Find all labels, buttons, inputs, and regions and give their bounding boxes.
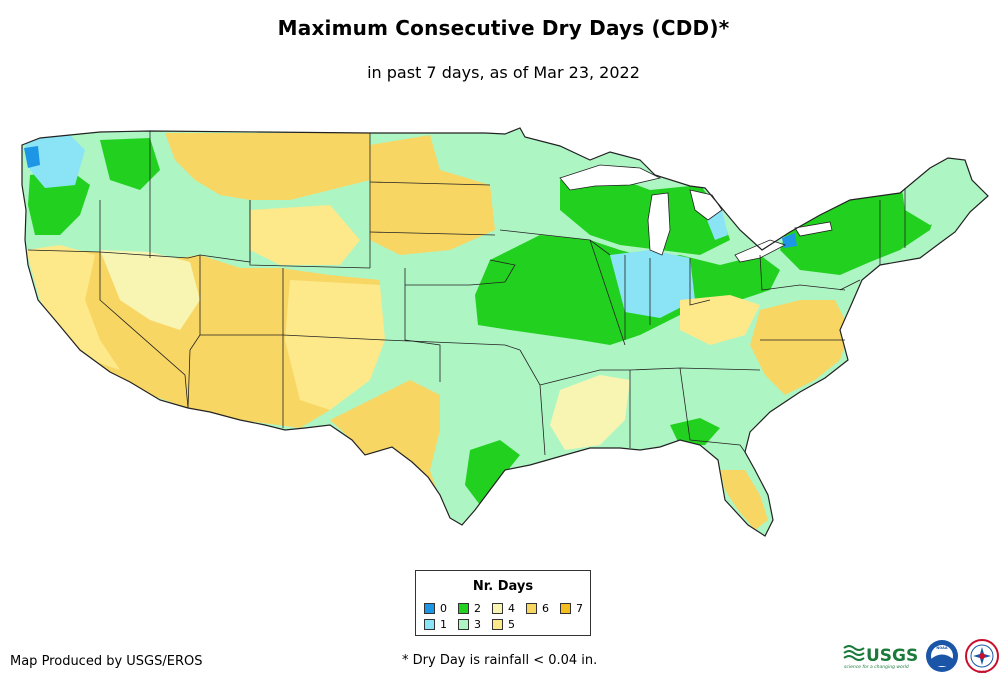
map-title: Maximum Consecutive Dry Days (CDD)* <box>277 16 730 40</box>
dry-day-note: * Dry Day is rainfall < 0.04 in. <box>402 653 598 668</box>
legend-swatch-3 <box>458 619 469 630</box>
legend-swatch-7 <box>560 603 571 614</box>
legend-item-3: 3 <box>458 618 481 631</box>
legend-label-5: 5 <box>508 618 515 631</box>
legend-label-1: 1 <box>440 618 447 631</box>
region-indiana-1day <box>610 250 695 318</box>
map-subtitle: in past 7 days, as of Mar 23, 2022 <box>367 63 640 82</box>
legend-label-3: 3 <box>474 618 481 631</box>
state-borders <box>27 131 906 456</box>
region-dakotas-6days <box>370 135 495 255</box>
noaa-logo: NOAA <box>926 640 958 672</box>
legend-label-6: 6 <box>542 602 549 615</box>
lake-superior <box>559 164 662 191</box>
region-olympic-0days <box>24 146 40 168</box>
nws-label: NWS <box>977 670 987 674</box>
legend-item-6: 6 <box>526 602 549 615</box>
lake-erie <box>734 239 787 263</box>
region-carolinas-6days <box>750 300 850 395</box>
lake-huron <box>689 189 723 221</box>
region-florida-6days <box>720 470 768 530</box>
legend-item-4: 4 <box>492 602 515 615</box>
region-great-basin-4days <box>100 250 200 330</box>
credit-text: Map Produced by USGS/EROS <box>10 654 203 669</box>
region-california-coast-5days <box>26 245 120 370</box>
noaa-label: NOAA <box>936 646 948 650</box>
region-pacific-northwest-2days <box>28 170 90 235</box>
legend-label-0: 0 <box>440 602 447 615</box>
legend-item-5: 5 <box>492 618 515 631</box>
region-new-mexico-5days <box>285 280 385 410</box>
legend-item-2: 2 <box>458 602 481 615</box>
region-lake-erie-0days <box>782 233 797 248</box>
region-upper-midwest-2days <box>560 175 730 255</box>
agency-logos: USGS science for a changing world NOAA N… <box>843 639 999 674</box>
legend-swatch-5 <box>492 619 503 630</box>
region-lower-mississippi-4days <box>550 375 630 450</box>
legend-label-2: 2 <box>474 602 481 615</box>
legend-title: Nr. Days <box>472 579 534 594</box>
region-appalachia-5days <box>680 295 760 345</box>
usgs-wordmark: USGS <box>866 646 918 666</box>
legend-label-7: 7 <box>576 602 583 615</box>
usgs-tagline: science for a changing world <box>844 664 909 670</box>
region-idaho-panhandle-2days <box>100 138 160 190</box>
cdd-regions <box>24 133 975 530</box>
region-wyoming-5days <box>250 205 360 265</box>
legend: Nr. Days 0 1 2 3 4 5 6 7 <box>415 570 591 636</box>
legend-swatch-2 <box>458 603 469 614</box>
region-northern-rockies-6days <box>165 133 370 200</box>
legend-swatch-1 <box>424 619 435 630</box>
lake-ontario <box>794 221 833 237</box>
region-gulf-coast-2days <box>670 418 720 446</box>
region-texas-6days <box>330 380 440 500</box>
nws-logo: NWS <box>965 639 999 674</box>
great-lakes <box>559 164 833 263</box>
legend-label-4: 4 <box>508 602 515 615</box>
usgs-logo: USGS science for a changing world <box>843 645 918 670</box>
legend-item-1: 1 <box>424 618 447 631</box>
legend-swatch-4 <box>492 603 503 614</box>
legend-item-0: 0 <box>424 602 447 615</box>
legend-swatch-6 <box>526 603 537 614</box>
region-east-texas-2days <box>465 440 520 505</box>
lake-michigan <box>647 192 671 256</box>
legend-swatch-0 <box>424 603 435 614</box>
region-puget-sound-1day <box>24 135 85 188</box>
legend-item-7: 7 <box>560 602 583 615</box>
